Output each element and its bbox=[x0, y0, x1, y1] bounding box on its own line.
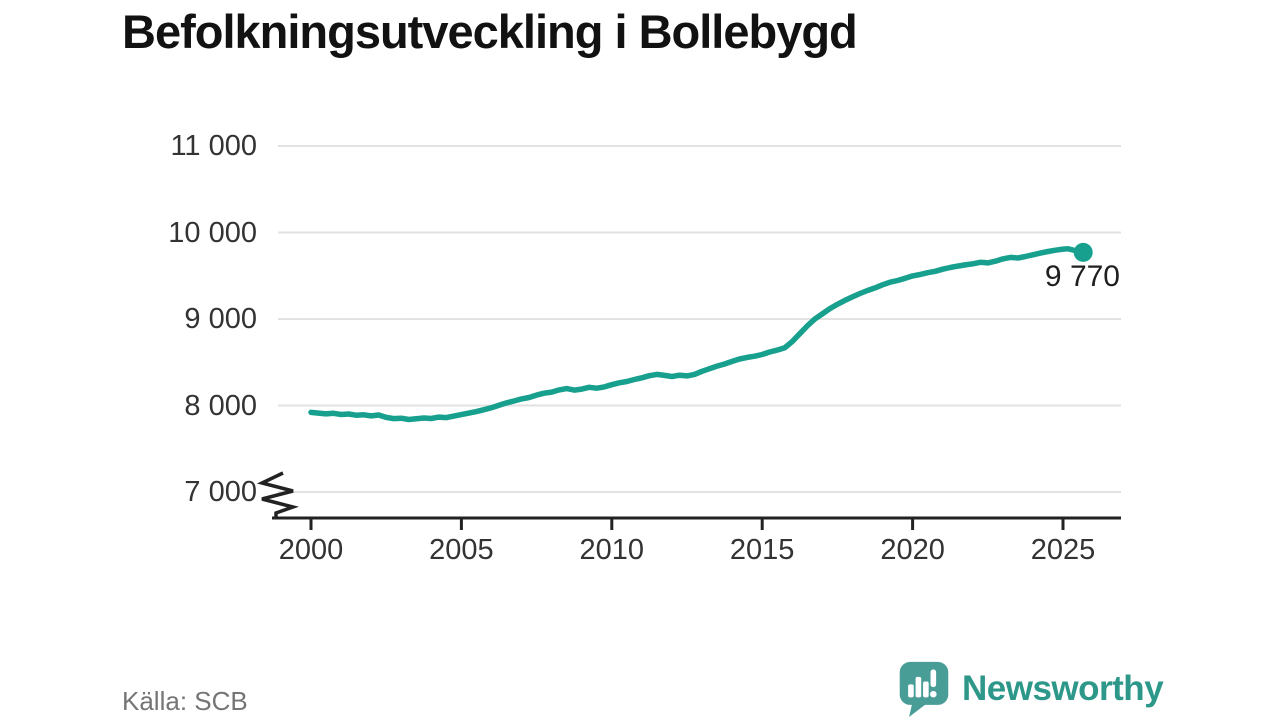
logo-bar-medium bbox=[923, 681, 929, 698]
x-axis-label: 2015 bbox=[729, 534, 795, 566]
newsworthy-logo: Newsworthy bbox=[896, 660, 1164, 718]
y-axis-label: 11 000 bbox=[170, 130, 257, 162]
brand-wordmark: Newsworthy bbox=[962, 669, 1164, 708]
y-axis-label: 7 000 bbox=[184, 476, 257, 508]
x-axis-label: 2005 bbox=[429, 534, 494, 566]
x-axis-label: 2000 bbox=[278, 534, 344, 566]
axis-break-icon bbox=[256, 471, 299, 519]
newsworthy-logo-icon bbox=[899, 661, 949, 717]
x-axis-label: 2010 bbox=[579, 534, 645, 566]
series-end-dot bbox=[1073, 242, 1093, 262]
x-axis-label: 2020 bbox=[880, 534, 945, 566]
logo-exclamation-bar bbox=[930, 669, 937, 688]
last-value-label: 9 770 bbox=[1044, 260, 1120, 293]
logo-bar-small bbox=[908, 684, 914, 698]
page-title: Befolkningsutveckling i Bollebygd bbox=[122, 5, 858, 58]
source-caption: Källa: SCB bbox=[122, 686, 248, 716]
y-axis-label: 10 000 bbox=[168, 216, 257, 249]
y-axis-label: 9 000 bbox=[184, 303, 257, 335]
y-axis-label: 8 000 bbox=[184, 389, 257, 422]
population-series-line bbox=[308, 246, 1086, 423]
logo-exclamation-dot bbox=[930, 690, 937, 698]
logo-bar-tall bbox=[915, 676, 922, 698]
x-axis-label: 2025 bbox=[1030, 534, 1096, 566]
